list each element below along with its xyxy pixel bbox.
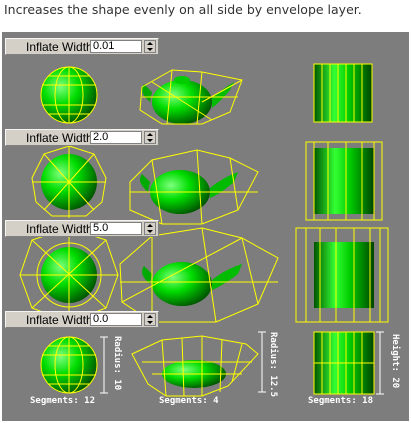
viewport[interactable]: Inflate Width: 0.01 Inflate Width: 2.0 I… <box>2 32 409 421</box>
row4-cylinder <box>313 331 384 395</box>
sphere-segments-label: Segments: 12 <box>30 396 96 406</box>
row3-cylinder <box>295 227 389 323</box>
inflate-width-label: Inflate Width: <box>26 131 97 145</box>
row2-sphere <box>31 145 107 218</box>
spinner-icon[interactable] <box>144 313 156 326</box>
row2-teapot <box>129 149 259 225</box>
spinner-icon[interactable] <box>144 222 156 235</box>
inflate-width-field[interactable]: 0.01 <box>90 40 142 53</box>
inflate-width-control-2: Inflate Width: 2.0 <box>5 129 159 146</box>
sphere-radius-label: Radius: 10 <box>112 336 122 391</box>
scene-render <box>19 63 389 397</box>
caption-text: Increases the shape evenly on all side b… <box>4 2 362 17</box>
row1-cylinder <box>313 63 373 123</box>
inflate-width-field[interactable]: 5.0 <box>90 222 142 235</box>
inflate-width-field[interactable]: 0.0 <box>90 313 142 326</box>
inflate-width-label: Inflate Width: <box>26 222 97 236</box>
inflate-width-label: Inflate Width: <box>26 40 97 54</box>
cylinder-segments-label: Segments: 18 <box>308 396 374 406</box>
inflate-width-control-4: Inflate Width: 0.0 <box>5 311 159 328</box>
row3-sphere <box>19 227 119 323</box>
inflate-width-label: Inflate Width: <box>26 313 97 327</box>
teapot-segments-label: Segments: 4 <box>159 396 219 406</box>
row3-teapot <box>119 227 279 323</box>
teapot-radius-label: Radius: 12.5 <box>268 332 278 398</box>
row4-teapot <box>131 331 266 397</box>
inflate-width-control-3: Inflate Width: 5.0 <box>5 220 159 237</box>
row2-cylinder <box>305 141 383 221</box>
row1-teapot <box>139 69 243 125</box>
spinner-icon[interactable] <box>144 40 156 53</box>
cylinder-height-label: Height: 20 <box>390 334 400 389</box>
inflate-width-field[interactable]: 2.0 <box>90 131 142 144</box>
inflate-width-control-1: Inflate Width: 0.01 <box>5 38 159 55</box>
spinner-icon[interactable] <box>144 131 156 144</box>
row4-sphere <box>40 336 108 394</box>
row1-sphere <box>40 66 98 124</box>
